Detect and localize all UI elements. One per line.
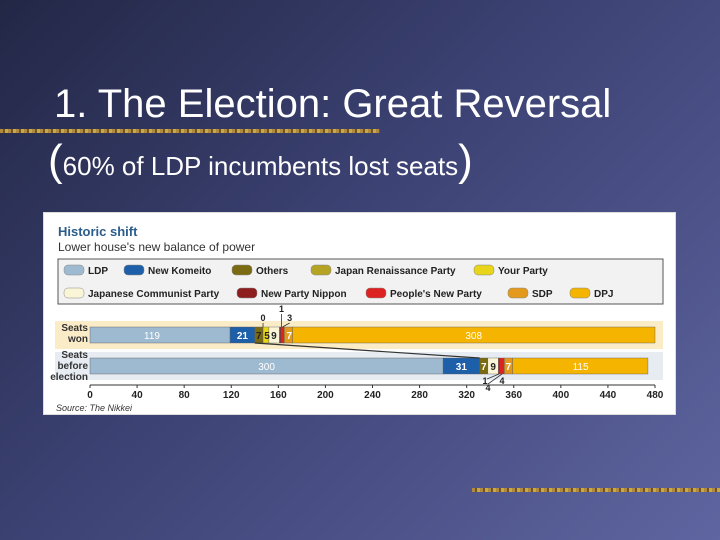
bar-label-dpj: 115: [573, 362, 589, 373]
callout-label-peoples-new-party: 3: [287, 313, 292, 323]
subtitle-close-paren: ): [458, 136, 473, 185]
bar-label-ldp: 119: [144, 331, 160, 342]
shift-line: [254, 342, 480, 359]
legend-swatch-your-party: [473, 264, 495, 276]
tick-label: 480: [647, 390, 664, 401]
row-label: election: [50, 372, 88, 383]
footer-divider-rule: [472, 488, 720, 492]
legend-label-people-s-new-party: People's New Party: [390, 289, 482, 300]
historic-shift-chart: Historic shift Lower house's new balance…: [44, 213, 675, 414]
row-label: before: [57, 361, 88, 372]
legend-swatch-japanese-communist-party: [63, 287, 85, 299]
tick-label: 120: [223, 390, 240, 401]
bar-label-sdp: 7: [286, 331, 292, 342]
legend-swatch-ldp: [63, 264, 85, 276]
slide-title: 1. The Election: Great Reversal: [54, 82, 612, 126]
bar-segment-people-s-new-party: [280, 326, 285, 344]
bar-segment-dpj: [512, 357, 649, 375]
tick-label: 200: [317, 390, 334, 401]
tick-label: 240: [364, 390, 381, 401]
bar-label-japanese-communist-party: 9: [490, 362, 496, 373]
tick-label: 320: [458, 390, 475, 401]
legend-label-new-party-nippon: New Party Nippon: [261, 289, 347, 300]
row-label: Seats: [61, 323, 88, 334]
legend-label-your-party: Your Party: [498, 266, 548, 277]
legend-swatch-dpj: [569, 287, 591, 299]
title-divider-rule: [0, 129, 380, 133]
bar-segment-dpj: [292, 326, 656, 344]
x-axis: 0 40 80 120 160 200 240 280 320 360 400 440 480: [87, 384, 664, 401]
bar-label-ldp: 300: [258, 362, 275, 373]
chart-title: Historic shift: [58, 224, 138, 239]
row-label: Seats: [61, 350, 88, 361]
callout-label-peoples-new-party: 4: [485, 383, 490, 393]
legend-swatch-japan-renaissance-party: [310, 264, 332, 276]
legend-swatch-new-komeito: [123, 264, 145, 276]
legend-swatch-new-party-nippon: [236, 287, 258, 299]
tick-label: 360: [505, 390, 522, 401]
legend-label-sdp: SDP: [532, 289, 553, 300]
legend-swatch-people-s-new-party: [365, 287, 387, 299]
callout-line: [486, 373, 500, 380]
bar-label-others: 7: [481, 362, 487, 373]
subtitle-text: 60% of LDP incumbents lost seats: [62, 151, 459, 181]
tick-label: 80: [179, 390, 191, 401]
legend-swatch-others: [231, 264, 253, 276]
legend-label-japanese-communist-party: Japanese Communist Party: [88, 289, 220, 300]
bar-label-your-party: 5: [264, 331, 270, 342]
bar-label-new-komeito: 31: [456, 362, 468, 373]
callout-label-new-party-nippon: 1: [279, 304, 284, 314]
tick-label: 160: [270, 390, 287, 401]
slide-subtitle: (60% of LDP incumbents lost seats): [48, 136, 473, 186]
legend-box: [57, 258, 664, 305]
callout-label-japan-renaissance-party: 0: [261, 313, 266, 323]
legend-label-others: Others: [256, 266, 289, 277]
bar-label-japanese-communist-party: 9: [271, 331, 277, 342]
chart-source: Source: The Nikkei: [56, 403, 133, 413]
legend-label-dpj: DPJ: [594, 289, 613, 300]
bar-label-dpj: 308: [465, 331, 482, 342]
legend-label-new-komeito: New Komeito: [148, 266, 211, 277]
callout-line: [487, 373, 503, 385]
row-label: won: [67, 334, 88, 345]
bar-label-others: 7: [256, 331, 262, 342]
chart-panel: Historic shift Lower house's new balance…: [43, 212, 676, 415]
tick-label: 40: [132, 390, 144, 401]
tick-label: 0: [87, 390, 93, 401]
bar-segment-people-s-new-party: [499, 357, 505, 375]
callout-label-peoples-new-party: 4: [499, 376, 504, 386]
tick-label: 400: [552, 390, 569, 401]
bar-label-sdp: 7: [506, 362, 512, 373]
tick-label: 440: [600, 390, 617, 401]
chart-subtitle: Lower house's new balance of power: [58, 240, 255, 254]
chart-background: [44, 213, 675, 414]
legend-label-ldp: LDP: [88, 266, 108, 277]
subtitle-open-paren: (: [48, 136, 63, 185]
bar-segment-ldp: [89, 326, 231, 344]
bar-label-new-komeito: 21: [237, 331, 249, 342]
legend-label-japan-renaissance-party: Japan Renaissance Party: [335, 266, 456, 277]
chart-legend: LDP New Komeito Others Japan Renaissance Pa…: [57, 258, 664, 305]
callout-line: [282, 322, 290, 328]
callout-label-new-party-nippon: 1: [483, 376, 488, 386]
tick-label: 280: [411, 390, 428, 401]
legend-swatch-sdp: [507, 287, 529, 299]
